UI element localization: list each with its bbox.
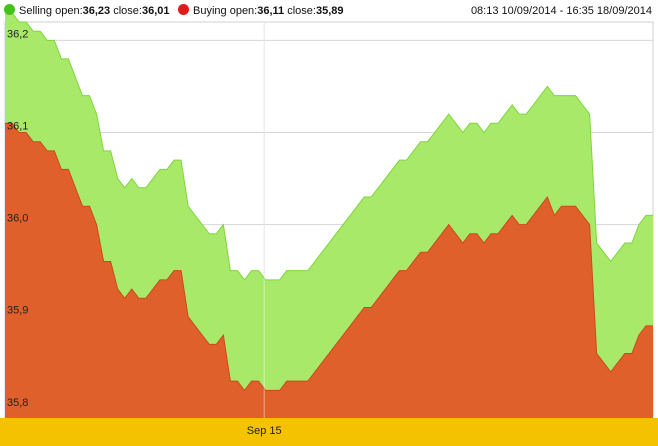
selling-open-label: open: xyxy=(55,5,83,17)
selling-open-value: 36,23 xyxy=(82,5,111,17)
selling-close-label: close: xyxy=(113,5,142,17)
y-tick-label: 35,8 xyxy=(7,397,28,409)
legend-bar: Selling open:36,23 close:36,01 Buying op… xyxy=(0,0,658,22)
date-range: 08:13 10/09/2014 - 16:35 18/09/2014 xyxy=(470,5,652,17)
legend-item-buying[interactable]: Buying open:36,11 close:35,89 xyxy=(178,4,344,18)
buying-open-value: 36,11 xyxy=(257,5,285,17)
legend-item-selling[interactable]: Selling open:36,23 close:36,01 xyxy=(4,4,170,18)
buying-dot-icon xyxy=(178,4,189,15)
buying-label: Buying xyxy=(193,5,227,17)
x-axis-band xyxy=(0,418,658,446)
buying-open-label: open: xyxy=(229,5,258,17)
buying-close-value: 35,89 xyxy=(315,5,344,17)
y-tick-label: 36,1 xyxy=(7,121,28,133)
series-line-buying xyxy=(5,122,653,392)
y-tick-label: 35,9 xyxy=(7,305,28,317)
x-tick-label: Sep 15 xyxy=(247,425,282,437)
selling-close-value: 36,01 xyxy=(141,5,170,17)
selling-dot-icon xyxy=(4,4,15,15)
series-line-selling xyxy=(5,12,653,281)
selling-label: Selling xyxy=(19,5,53,17)
y-tick-label: 36,2 xyxy=(7,28,28,40)
buying-close-label: close: xyxy=(287,5,316,17)
series-area-buying xyxy=(5,123,653,419)
y-tick-label: 36,0 xyxy=(7,213,28,225)
